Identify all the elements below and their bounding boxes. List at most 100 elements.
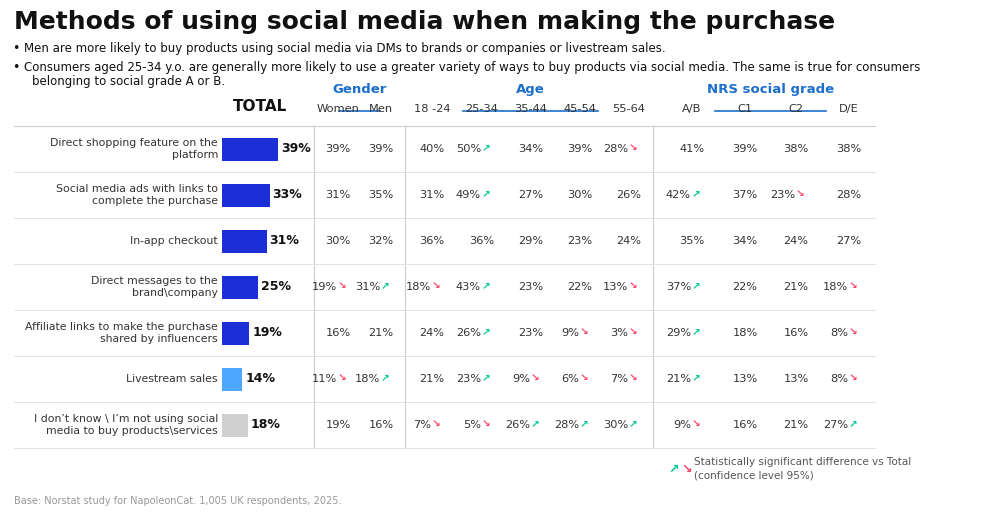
Text: 7%: 7% [610, 374, 628, 384]
Text: 18 -24: 18 -24 [414, 104, 450, 114]
Text: 18%: 18% [732, 328, 758, 338]
Text: 40%: 40% [419, 144, 445, 154]
Text: 21%: 21% [783, 282, 809, 292]
Text: 31%: 31% [355, 282, 380, 292]
Text: 43%: 43% [456, 282, 481, 292]
Text: Statistically significant difference vs Total
(confidence level 95%): Statistically significant difference vs … [694, 457, 911, 481]
Text: 31%: 31% [419, 190, 445, 200]
Bar [222, 276, 258, 299]
Text: 45-54: 45-54 [564, 104, 596, 114]
Text: Direct messages to the
brand\company: Direct messages to the brand\company [91, 276, 218, 298]
Text: Consumers aged 25-34 y.o. are generally more likely to use a greater variety of : Consumers aged 25-34 y.o. are generally … [24, 61, 920, 74]
Text: ↘: ↘ [482, 420, 491, 430]
Text: Gender: Gender [332, 83, 387, 96]
Text: Men are more likely to buy products using social media via DMs to brands or comp: Men are more likely to buy products usin… [24, 42, 666, 55]
Text: 39%: 39% [732, 144, 758, 154]
Text: A/B: A/B [682, 104, 702, 114]
Text: 13%: 13% [732, 374, 758, 384]
Text: 55-64: 55-64 [613, 104, 645, 114]
Text: TOTAL: TOTAL [233, 99, 287, 114]
Text: ↗: ↗ [668, 463, 678, 475]
Text: 32%: 32% [368, 236, 394, 246]
Text: NRS social grade: NRS social grade [707, 83, 834, 96]
Text: ↘: ↘ [796, 190, 805, 200]
Text: Men: Men [369, 104, 393, 114]
Text: 22%: 22% [568, 282, 592, 292]
Text: ↘: ↘ [580, 374, 589, 384]
Text: 8%: 8% [830, 328, 848, 338]
Text: ↗: ↗ [482, 144, 491, 154]
Text: 6%: 6% [561, 374, 579, 384]
Text: 19%: 19% [325, 420, 351, 430]
Bar [222, 367, 242, 390]
Text: Direct shopping feature on the
platform: Direct shopping feature on the platform [50, 138, 218, 160]
Bar [222, 137, 278, 160]
Text: I don’t know \ I’m not using social
media to buy products\services: I don’t know \ I’m not using social medi… [34, 414, 218, 436]
Text: 21%: 21% [419, 374, 445, 384]
Text: 38%: 38% [783, 144, 809, 154]
Text: 35%: 35% [368, 190, 394, 200]
Text: 21%: 21% [368, 328, 394, 338]
Text: 14%: 14% [245, 373, 275, 386]
Text: 23%: 23% [518, 328, 544, 338]
Text: 25-34: 25-34 [466, 104, 498, 114]
Text: 41%: 41% [679, 144, 705, 154]
Text: ↗: ↗ [482, 281, 491, 291]
Text: Livestream sales: Livestream sales [126, 374, 218, 384]
Text: 9%: 9% [561, 328, 579, 338]
Text: 5%: 5% [463, 420, 481, 430]
Text: ↘: ↘ [432, 420, 441, 430]
Text: ↘: ↘ [629, 328, 638, 337]
Text: Affiliate links to make the purchase
shared by influencers: Affiliate links to make the purchase sha… [25, 322, 218, 344]
Text: 39%: 39% [325, 144, 351, 154]
Text: ↗: ↗ [381, 374, 390, 384]
Text: ↗: ↗ [531, 420, 540, 430]
Text: ↗: ↗ [849, 420, 858, 430]
Text: 30%: 30% [567, 190, 593, 200]
Text: ↘: ↘ [531, 374, 540, 384]
Text: ↘: ↘ [629, 281, 638, 291]
Text: 31%: 31% [270, 235, 300, 247]
Text: 13%: 13% [603, 282, 628, 292]
Text: 16%: 16% [732, 420, 758, 430]
Bar [222, 183, 270, 206]
Bar [222, 413, 248, 436]
Text: ↗: ↗ [381, 281, 390, 291]
Text: 35%: 35% [679, 236, 705, 246]
Text: 9%: 9% [673, 420, 691, 430]
Text: ↘: ↘ [692, 420, 701, 430]
Text: ↗: ↗ [580, 420, 589, 430]
Text: 3%: 3% [610, 328, 628, 338]
Text: 33%: 33% [273, 189, 302, 202]
Bar [222, 230, 267, 253]
Text: 23%: 23% [518, 282, 544, 292]
Text: 39%: 39% [567, 144, 593, 154]
Text: 18%: 18% [823, 282, 848, 292]
Text: 24%: 24% [784, 236, 808, 246]
Text: 30%: 30% [603, 420, 628, 430]
Text: ↗: ↗ [482, 190, 491, 200]
Text: 39%: 39% [368, 144, 394, 154]
Text: 26%: 26% [505, 420, 530, 430]
Text: 23%: 23% [456, 374, 481, 384]
Text: ↗: ↗ [692, 328, 701, 337]
Text: 39%: 39% [281, 143, 311, 156]
Text: ↘: ↘ [849, 374, 858, 384]
Text: ↗: ↗ [482, 374, 491, 384]
Text: Methods of using social media when making the purchase: Methods of using social media when makin… [14, 10, 835, 34]
Text: 28%: 28% [554, 420, 579, 430]
Text: ↘: ↘ [580, 328, 589, 337]
Text: ↘: ↘ [338, 374, 347, 384]
Text: Social media ads with links to
complete the purchase: Social media ads with links to complete … [56, 184, 218, 206]
Text: 31%: 31% [325, 190, 351, 200]
Text: 34%: 34% [518, 144, 544, 154]
Text: 28%: 28% [603, 144, 628, 154]
Text: 27%: 27% [836, 236, 862, 246]
Text: 7%: 7% [413, 420, 431, 430]
Text: 24%: 24% [616, 236, 642, 246]
Text: 27%: 27% [823, 420, 848, 430]
Text: 42%: 42% [666, 190, 691, 200]
Text: ↗: ↗ [629, 420, 638, 430]
Text: 8%: 8% [830, 374, 848, 384]
Text: 27%: 27% [518, 190, 544, 200]
